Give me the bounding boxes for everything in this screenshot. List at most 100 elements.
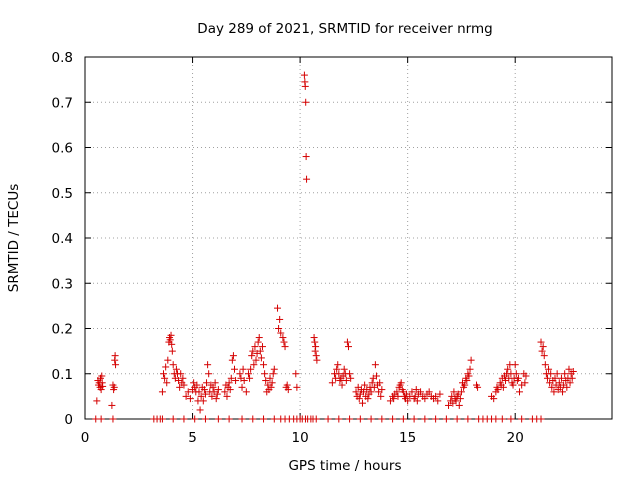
data-point [498, 415, 506, 423]
data-point [569, 367, 577, 375]
data-point [167, 331, 175, 339]
data-point [201, 415, 209, 423]
data-point [161, 374, 169, 382]
data-point [93, 397, 101, 405]
data-point [177, 370, 185, 378]
y-tick-label: 0.1 [52, 367, 73, 383]
data-point [377, 392, 385, 400]
x-axis-label: GPS time / hours [288, 458, 401, 474]
data-point [340, 365, 348, 373]
data-point [551, 374, 559, 382]
data-point [252, 356, 260, 364]
data-point [408, 388, 416, 396]
data-point [557, 374, 565, 382]
y-tick-label: 0.8 [52, 50, 73, 66]
data-point [279, 334, 287, 342]
data-point [456, 395, 464, 403]
data-point [547, 370, 555, 378]
data-point [111, 352, 119, 360]
data-point [214, 386, 222, 394]
data-point [302, 153, 310, 161]
data-point [412, 386, 420, 394]
data-point [211, 379, 219, 387]
data-point [559, 388, 567, 396]
data-point [227, 374, 235, 382]
data-point [191, 415, 199, 423]
data-point [516, 388, 524, 396]
y-tick-label: 0.3 [52, 276, 73, 292]
data-point [195, 388, 203, 396]
data-point [229, 352, 237, 360]
data-point [176, 383, 184, 391]
data-point [158, 388, 166, 396]
data-point [367, 415, 375, 423]
data-point [461, 381, 469, 389]
data-point [221, 388, 229, 396]
data-point [163, 379, 171, 387]
data-point [467, 356, 475, 364]
data-point [338, 381, 346, 389]
data-point [201, 390, 209, 398]
data-point [358, 399, 366, 407]
data-point [158, 415, 166, 423]
data-point [550, 388, 558, 396]
data-point [267, 383, 275, 391]
data-point [97, 386, 105, 394]
data-point [197, 392, 205, 400]
data-point [238, 415, 246, 423]
y-tick-label: 0.4 [52, 231, 73, 247]
data-point [450, 388, 458, 396]
data-points [92, 71, 577, 423]
data-point [457, 388, 465, 396]
data-point [553, 370, 561, 378]
data-point [522, 372, 530, 380]
data-point [276, 315, 284, 323]
data-point [172, 365, 180, 373]
data-point [200, 386, 208, 394]
x-tick-label: 5 [188, 430, 197, 446]
data-point [260, 415, 268, 423]
data-point [208, 392, 216, 400]
data-point [355, 395, 363, 403]
data-point [453, 415, 461, 423]
data-point [97, 415, 105, 423]
data-point [404, 397, 412, 405]
data-point [537, 338, 545, 346]
data-point [166, 336, 174, 344]
data-point [393, 388, 401, 396]
data-point [300, 71, 308, 79]
data-point [270, 415, 278, 423]
data-point [494, 386, 502, 394]
data-point [246, 374, 254, 382]
data-point [292, 370, 300, 378]
data-point [361, 381, 369, 389]
data-point [180, 381, 188, 389]
data-point [270, 365, 278, 373]
data-point [445, 401, 453, 409]
data-point [269, 370, 277, 378]
data-point [343, 338, 351, 346]
data-point [394, 392, 402, 400]
data-point [281, 343, 289, 351]
data-point [250, 361, 258, 369]
data-point [169, 415, 177, 423]
data-point [543, 374, 551, 382]
data-point [421, 415, 429, 423]
data-point [413, 397, 421, 405]
data-point [204, 361, 212, 369]
data-point [452, 397, 460, 405]
data-point [240, 377, 248, 385]
data-point [464, 415, 472, 423]
data-point [514, 374, 522, 382]
data-point [511, 361, 519, 369]
data-point [179, 374, 187, 382]
data-point [555, 379, 563, 387]
data-point [274, 304, 282, 312]
data-point [367, 388, 375, 396]
data-point [548, 383, 556, 391]
data-point [193, 381, 201, 389]
data-point [417, 388, 425, 396]
data-point [247, 365, 255, 373]
data-point [302, 98, 310, 106]
